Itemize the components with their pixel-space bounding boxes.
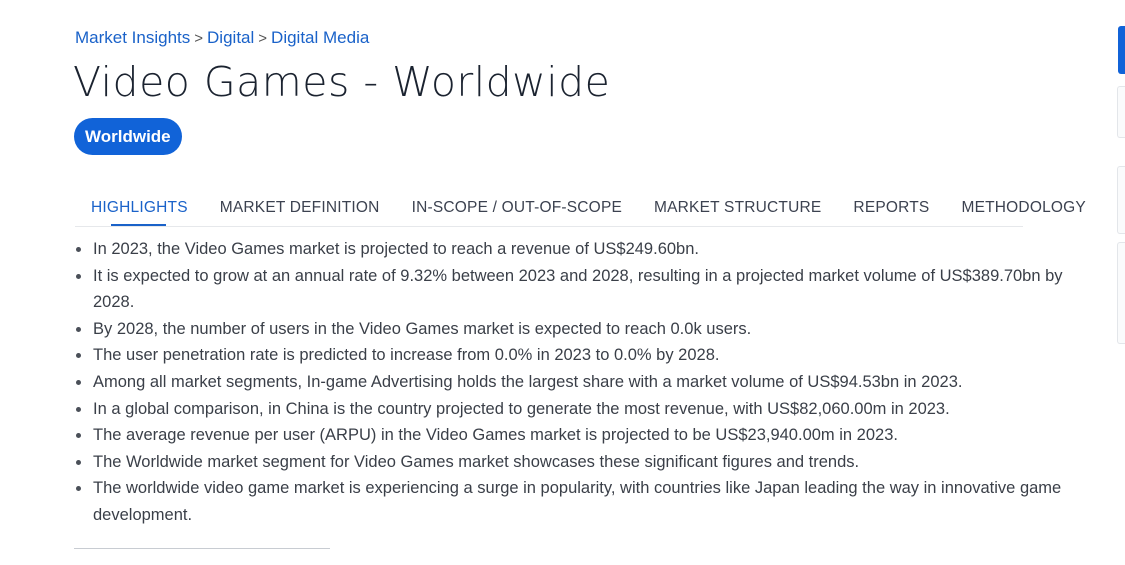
tab-in-scope-out-of-scope[interactable]: IN-SCOPE / OUT-OF-SCOPE bbox=[411, 199, 623, 216]
section-tabs: HIGHLIGHTS MARKET DEFINITION IN-SCOPE / … bbox=[75, 188, 1086, 227]
breadcrumb-separator: > bbox=[258, 29, 268, 47]
tab-reports[interactable]: REPORTS bbox=[853, 199, 930, 216]
side-panel-tab-active[interactable] bbox=[1118, 26, 1125, 74]
list-item: The average revenue per user (ARPU) in t… bbox=[75, 422, 1105, 449]
region-selector-button[interactable]: Worldwide bbox=[74, 118, 182, 155]
list-item: The Worldwide market segment for Video G… bbox=[75, 449, 1105, 476]
list-item: In a global comparison, in China is the … bbox=[75, 396, 1105, 423]
breadcrumb-separator: > bbox=[194, 29, 204, 47]
list-item: The worldwide video game market is exper… bbox=[75, 475, 1105, 528]
breadcrumb-market-insights[interactable]: Market Insights bbox=[75, 28, 191, 47]
page-title: Video Games - Worldwide bbox=[73, 58, 611, 106]
breadcrumb-digital-media[interactable]: Digital Media bbox=[271, 28, 370, 47]
list-item: By 2028, the number of users in the Vide… bbox=[75, 316, 1105, 343]
side-panel-tab[interactable] bbox=[1117, 86, 1125, 138]
list-item: The user penetration rate is predicted t… bbox=[75, 342, 1105, 369]
list-item: Among all market segments, In-game Adver… bbox=[75, 369, 1105, 396]
list-item: In 2023, the Video Games market is proje… bbox=[75, 236, 1105, 263]
side-panel-tab[interactable] bbox=[1117, 166, 1125, 234]
breadcrumb: Market Insights > Digital > Digital Medi… bbox=[75, 28, 369, 48]
tab-market-structure[interactable]: MARKET STRUCTURE bbox=[654, 199, 822, 216]
breadcrumb-digital[interactable]: Digital bbox=[207, 28, 255, 47]
tab-methodology[interactable]: METHODOLOGY bbox=[961, 199, 1086, 216]
tab-market-definition[interactable]: MARKET DEFINITION bbox=[219, 199, 380, 216]
section-divider bbox=[74, 548, 330, 549]
tab-highlights[interactable]: HIGHLIGHTS bbox=[75, 188, 204, 226]
highlights-list: In 2023, the Video Games market is proje… bbox=[75, 236, 1105, 529]
side-panel-tab[interactable] bbox=[1117, 242, 1125, 344]
list-item: It is expected to grow at an annual rate… bbox=[75, 263, 1105, 316]
